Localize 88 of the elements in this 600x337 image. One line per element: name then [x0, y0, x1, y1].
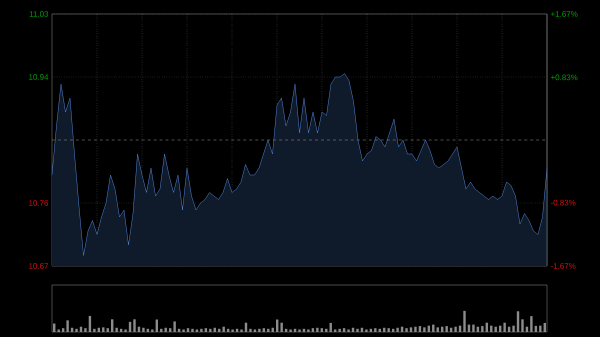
bar — [307, 329, 310, 332]
bar — [146, 328, 150, 332]
bar — [481, 326, 484, 332]
bar — [316, 328, 319, 332]
bar — [494, 326, 497, 332]
bar — [102, 327, 104, 332]
bar — [445, 326, 448, 332]
bar — [84, 328, 87, 332]
bar — [347, 329, 350, 332]
bar — [168, 328, 172, 332]
bar — [200, 328, 203, 332]
bar — [476, 326, 480, 332]
bar — [512, 326, 515, 332]
bar — [124, 329, 127, 332]
bar — [262, 328, 266, 332]
bar — [280, 322, 283, 332]
bar — [378, 328, 381, 332]
bar — [178, 328, 180, 332]
bar — [70, 328, 74, 332]
bar — [57, 329, 60, 332]
bar — [156, 320, 158, 332]
bar — [218, 328, 220, 332]
bar — [66, 320, 69, 332]
bar — [330, 322, 332, 332]
bar — [284, 328, 288, 332]
bar — [418, 326, 422, 332]
bar — [62, 328, 64, 332]
bar — [428, 326, 430, 332]
bar — [120, 328, 122, 332]
bar — [164, 328, 167, 332]
bar — [236, 328, 238, 332]
bar — [508, 326, 510, 332]
bar — [334, 329, 336, 332]
bar — [454, 326, 457, 332]
bar — [151, 329, 154, 332]
bar — [214, 328, 216, 332]
bar — [111, 319, 114, 332]
bar — [325, 328, 328, 332]
bar — [396, 328, 399, 332]
bar — [258, 328, 261, 332]
bar — [88, 316, 92, 332]
bar — [115, 328, 118, 332]
bar — [360, 328, 364, 332]
bar — [387, 328, 390, 332]
bar — [472, 324, 475, 332]
bar — [320, 328, 323, 332]
bar — [503, 322, 506, 332]
bar — [272, 328, 274, 332]
bar — [289, 329, 292, 332]
bar — [196, 329, 198, 332]
bar — [392, 328, 394, 332]
bar — [106, 328, 109, 332]
bar — [53, 324, 56, 332]
bar — [222, 326, 225, 332]
bar — [182, 329, 185, 332]
bar — [254, 329, 256, 332]
bar — [526, 326, 528, 332]
bar — [441, 326, 444, 332]
bar — [276, 320, 278, 332]
bar — [342, 328, 346, 332]
bar — [498, 326, 502, 332]
bar — [486, 322, 488, 332]
bar — [370, 328, 372, 332]
bar — [93, 328, 96, 332]
bar — [142, 328, 145, 332]
bar — [160, 328, 162, 332]
bar — [173, 321, 176, 332]
bar — [226, 328, 230, 332]
bar — [365, 329, 368, 332]
bar — [544, 322, 546, 332]
bar — [204, 328, 208, 332]
bar — [383, 328, 386, 332]
bar — [209, 328, 212, 332]
bar — [534, 326, 538, 332]
bar — [539, 326, 542, 332]
bar — [450, 328, 452, 332]
bar — [338, 328, 341, 332]
bar — [400, 326, 404, 332]
bar — [231, 329, 234, 332]
bar — [423, 327, 426, 332]
bar — [374, 328, 377, 332]
bar — [432, 324, 434, 332]
bar — [98, 328, 100, 332]
bar — [267, 328, 270, 332]
bar — [490, 326, 492, 332]
bar — [436, 327, 439, 332]
bar — [530, 316, 533, 332]
bar — [312, 328, 314, 332]
